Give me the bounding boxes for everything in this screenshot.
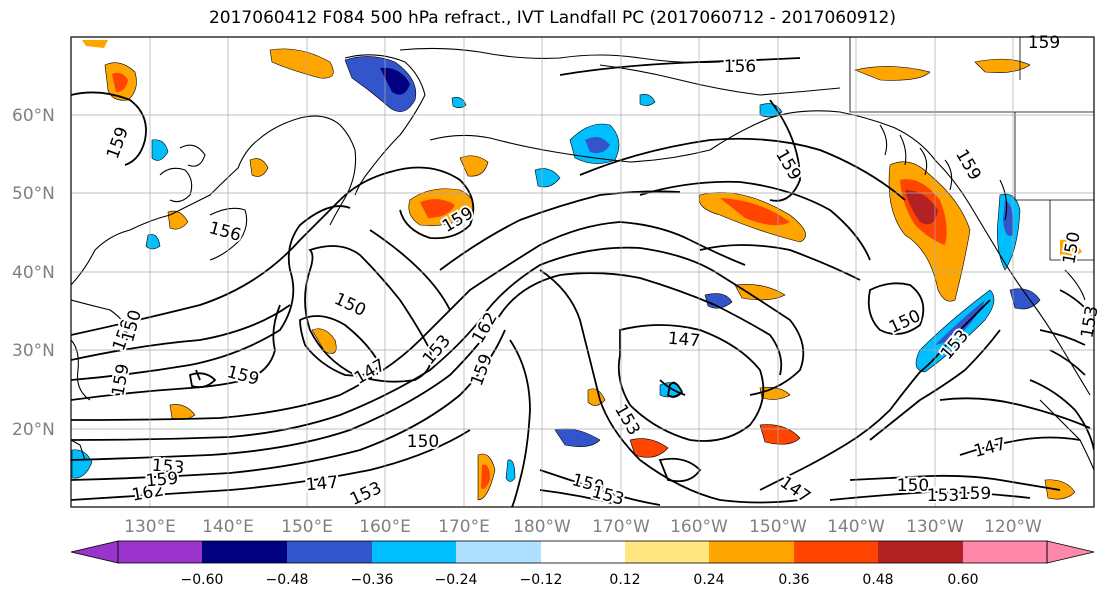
colorbar-extend-low — [70, 540, 119, 564]
lon-label: 160°W — [670, 517, 728, 537]
contours — [71, 57, 1094, 507]
lat-label: 30°N — [12, 341, 55, 361]
contour-label: 147 — [667, 329, 701, 352]
colorbar-segment — [541, 541, 625, 563]
shaded-anomalies — [71, 40, 1082, 501]
colorbar-segment — [709, 541, 794, 563]
colorbar-segment — [118, 541, 202, 563]
colorbar-segment — [878, 541, 963, 563]
colorbar-segment — [625, 541, 709, 563]
contour-label: 153 — [151, 456, 185, 479]
lon-label: 130°W — [906, 517, 964, 537]
lon-label: 150°E — [281, 517, 333, 537]
lon-label: 140°E — [202, 517, 254, 537]
colorbar-segment — [456, 541, 541, 563]
colorbar-tick-label: −0.60 — [181, 572, 224, 588]
contour-label: 153 — [927, 486, 959, 506]
colorbar-tick-label: −0.24 — [435, 572, 478, 588]
colorbar-extend-high — [1046, 540, 1095, 564]
lon-label: 150°W — [749, 517, 807, 537]
lat-label: 50°N — [12, 184, 55, 204]
contour-label: 150 — [897, 476, 929, 496]
lon-label: 170°W — [592, 517, 650, 537]
latitude-axis: 60°N 50°N 40°N 30°N 20°N — [12, 106, 55, 440]
colorbar-tick-label: 0.36 — [778, 572, 809, 588]
colorbar-segment — [287, 541, 372, 563]
colorbar-tick-label: −0.12 — [520, 572, 563, 588]
plot-frame — [70, 36, 1095, 508]
colorbar-tick-label: 0.24 — [693, 572, 724, 588]
lon-label: 140°W — [827, 517, 885, 537]
colorbar-segment — [202, 541, 287, 563]
colorbar-outline — [117, 540, 1048, 564]
coastlines — [71, 47, 1094, 471]
colorbar-tick-label: 0.60 — [947, 572, 978, 588]
map-title: 2017060412 F084 500 hPa refract., IVT La… — [208, 8, 896, 28]
colorbar — [70, 540, 1095, 564]
colorbar-tick-label: −0.36 — [351, 572, 394, 588]
contour-label: 156 — [724, 57, 756, 77]
colorbar-tick-label: −0.48 — [266, 572, 309, 588]
lon-label: 130°E — [124, 517, 176, 537]
graticule — [71, 37, 1094, 507]
contour-label: 147 — [305, 473, 339, 496]
longitude-axis: 130°E 140°E 150°E 160°E 170°E 180°W 170°… — [124, 517, 1042, 537]
colorbar-tick-label: 0.12 — [609, 572, 640, 588]
lon-label: 160°E — [359, 517, 411, 537]
contour-label: 159 — [145, 469, 179, 492]
lon-label: 180°W — [513, 517, 571, 537]
lat-label: 20°N — [12, 420, 55, 440]
contour-label: 159 — [1028, 33, 1060, 53]
contour-label: 150 — [407, 432, 439, 452]
lat-label: 40°N — [12, 263, 55, 283]
colorbar-segment — [794, 541, 878, 563]
colorbar-segment — [963, 541, 1047, 563]
lat-label: 60°N — [12, 106, 55, 126]
lon-label: 170°E — [438, 517, 490, 537]
colorbar-tick-label: 0.48 — [862, 572, 893, 588]
lon-label: 120°W — [984, 517, 1042, 537]
contour-label: 153 — [1077, 304, 1102, 339]
colorbar-segment — [372, 541, 456, 563]
colorbar-tick-labels: −0.60 −0.48 −0.36 −0.24 −0.12 0.12 0.24 … — [181, 572, 979, 588]
contour-label: 159 — [959, 484, 991, 504]
